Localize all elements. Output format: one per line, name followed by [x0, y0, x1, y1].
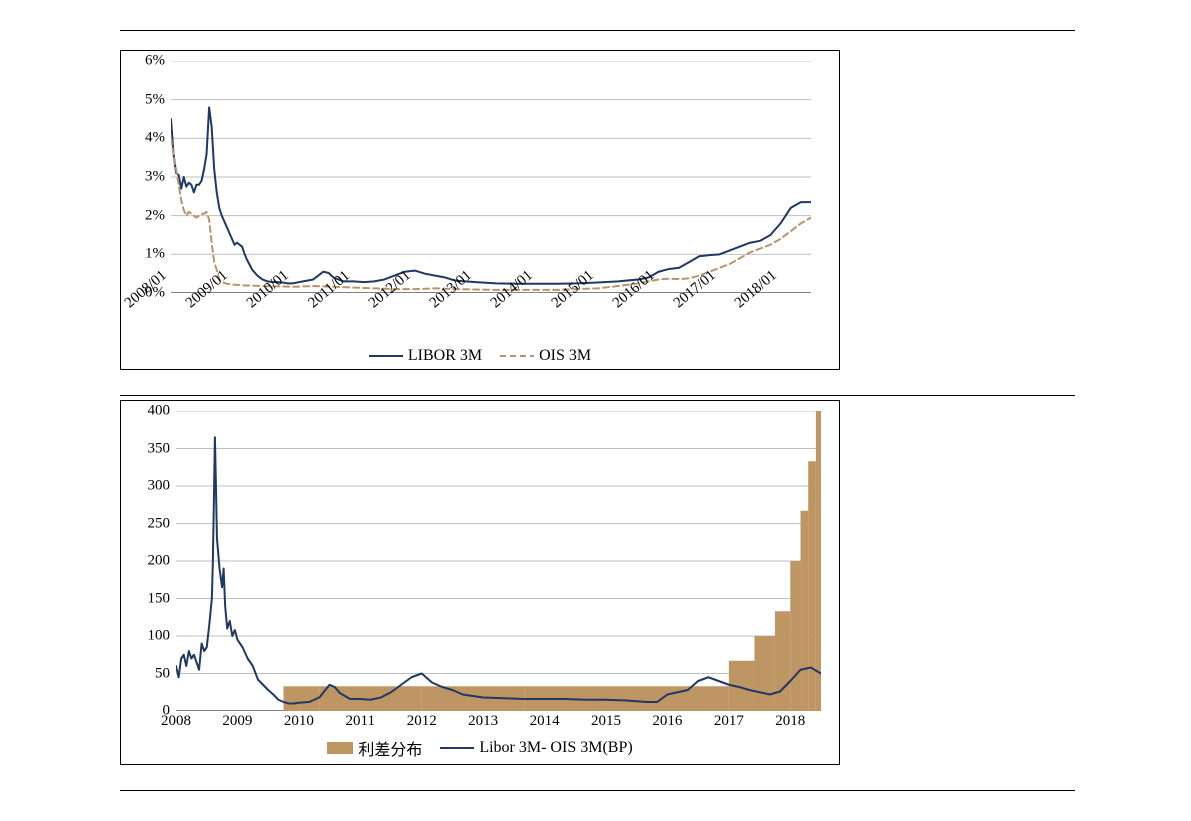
x-tick-label: 2008: [161, 713, 191, 730]
y-tick-label: 2%: [145, 207, 165, 224]
legend-label: OIS 3M: [539, 347, 591, 365]
y-tick-label: 150: [148, 590, 171, 607]
legend-swatch-line: [369, 350, 403, 362]
top-chart-plot: 0%1%2%3%4%5%6%2008/012009/012010/012011/…: [171, 61, 811, 293]
legend-item: Libor 3M- OIS 3M(BP): [440, 739, 632, 757]
x-tick-label: 2009: [222, 713, 252, 730]
legend-item: OIS 3M: [500, 347, 591, 365]
legend-swatch-line: [440, 742, 474, 754]
y-tick-label: 350: [148, 440, 171, 457]
bottom-chart-plot: 0501001502002503003504002008200920102011…: [176, 411, 821, 711]
x-tick-label: 2018: [775, 713, 805, 730]
bottom-rule: [120, 790, 1075, 791]
legend-label: Libor 3M- OIS 3M(BP): [479, 739, 632, 757]
y-tick-label: 100: [148, 628, 171, 645]
y-tick-label: 200: [148, 553, 171, 570]
y-tick-label: 6%: [145, 53, 165, 70]
bottom-chart-legend: 利差分布 Libor 3M- OIS 3M(BP): [121, 736, 839, 760]
top-chart: 0%1%2%3%4%5%6%2008/012009/012010/012011/…: [120, 50, 840, 370]
bottom-chart-svg: [176, 411, 821, 711]
top-chart-svg: [171, 61, 811, 293]
legend-swatch-box: [327, 742, 353, 754]
x-tick-label: 2012: [407, 713, 437, 730]
x-tick-label: 2015: [591, 713, 621, 730]
top-rule: [120, 30, 1075, 31]
y-tick-label: 4%: [145, 130, 165, 147]
page: 0%1%2%3%4%5%6%2008/012009/012010/012011/…: [0, 0, 1191, 821]
legend-label: LIBOR 3M: [408, 347, 482, 365]
x-tick-label: 2010: [284, 713, 314, 730]
legend-label: 利差分布: [358, 736, 422, 760]
y-tick-label: 5%: [145, 91, 165, 108]
y-tick-label: 1%: [145, 246, 165, 263]
y-tick-label: 300: [148, 478, 171, 495]
y-tick-label: 400: [148, 403, 171, 420]
bottom-chart: 0501001502002503003504002008200920102011…: [120, 400, 840, 765]
mid-rule: [120, 395, 1075, 396]
y-tick-label: 50: [155, 665, 170, 682]
x-tick-label: 2014: [530, 713, 560, 730]
x-tick-label: 2016: [652, 713, 682, 730]
top-chart-legend: LIBOR 3M OIS 3M: [121, 347, 839, 365]
legend-item: LIBOR 3M: [369, 347, 482, 365]
x-tick-label: 2011: [346, 713, 375, 730]
legend-swatch-line: [500, 350, 534, 362]
x-tick-label: 2013: [468, 713, 498, 730]
x-tick-label: 2017: [714, 713, 744, 730]
y-tick-label: 250: [148, 515, 171, 532]
y-tick-label: 3%: [145, 169, 165, 186]
legend-item: 利差分布: [327, 736, 422, 760]
